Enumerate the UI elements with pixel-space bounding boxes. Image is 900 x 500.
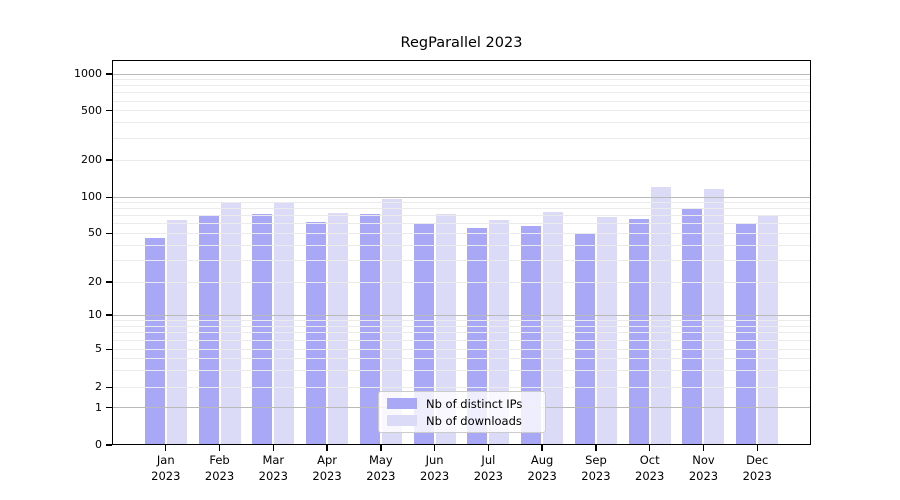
y-tick-mark-500: [106, 110, 112, 112]
legend-swatch-distinct-ips: [387, 398, 417, 409]
y-tick-label-10: 10: [88, 308, 102, 321]
x-tick-label-may: May 2023: [366, 453, 396, 483]
chart-title: RegParallel 2023: [400, 35, 523, 51]
legend-item-downloads: Nb of downloads: [387, 415, 537, 427]
legend-label-distinct-ips: Nb of distinct IPs: [426, 396, 523, 411]
y-tick-label-0: 0: [95, 438, 102, 451]
minor-gridline-800: [112, 85, 811, 87]
minor-gridline-2: [112, 386, 811, 388]
x-tick-label-jul: Jul 2023: [473, 453, 504, 483]
bar-distinct-ips-aug: [521, 225, 542, 445]
bar-distinct-ips-jun: [413, 223, 434, 445]
bar-downloads-sep: [596, 217, 617, 445]
y-tick-mark-1: [106, 407, 112, 409]
bar-distinct-ips-dec: [736, 223, 757, 445]
x-tick-mark-jan: [165, 445, 167, 451]
legend: Nb of distinct IPs Nb of downloads: [378, 391, 546, 433]
x-tick-mark-apr: [326, 445, 328, 451]
minor-gridline-20: [112, 281, 811, 283]
y-tick-mark-1000: [106, 73, 112, 75]
x-tick-label-sep: Sep 2023: [581, 453, 611, 483]
x-tick-mark-feb: [218, 445, 221, 451]
y-tick-label-50: 50: [88, 226, 102, 240]
x-tick-label-nov: Nov 2023: [688, 453, 719, 483]
bar-distinct-ips-jul: [467, 228, 488, 445]
y-tick-mark-0: [106, 444, 112, 446]
y-tick-label-5: 5: [95, 342, 102, 356]
y-tick-mark-100: [106, 196, 112, 198]
minor-gridline-3: [112, 369, 811, 371]
legend-swatch-downloads: [387, 415, 417, 426]
minor-gridline-600: [112, 100, 811, 102]
legend-label-downloads: Nb of downloads: [426, 413, 522, 428]
minor-gridline-60: [112, 223, 811, 225]
minor-gridline-900: [112, 79, 811, 81]
legend-item-distinct-ips: Nb of distinct IPs: [387, 398, 537, 410]
plot-area: [112, 60, 811, 445]
y-tick-mark-10: [106, 314, 112, 316]
minor-gridline-200: [112, 159, 811, 161]
x-tick-mark-nov: [702, 445, 705, 451]
minor-gridline-50: [112, 232, 811, 234]
x-tick-mark-mar: [272, 445, 274, 451]
major-gridline-100: [112, 196, 811, 198]
minor-gridline-7: [112, 332, 811, 334]
bar-downloads-oct: [650, 187, 671, 445]
grid-layer: [112, 60, 811, 445]
y-tick-label-500: 500: [81, 103, 102, 117]
bar-distinct-ips-jan: [144, 237, 165, 445]
minor-gridline-700: [112, 92, 811, 94]
x-tick-label-jun: Jun 2023: [419, 453, 450, 483]
y-tick-mark-5: [106, 348, 112, 350]
x-tick-mark-jul: [487, 445, 490, 451]
minor-gridline-4: [112, 358, 811, 360]
y-tick-label-1000: 1000: [74, 67, 102, 80]
x-tick-mark-dec: [756, 445, 758, 451]
minor-gridline-70: [112, 215, 811, 217]
bar-downloads-mar: [274, 203, 295, 445]
major-gridline-1000: [112, 73, 811, 75]
y-tick-mark-200: [106, 159, 112, 161]
y-tick-mark-2: [106, 386, 112, 388]
x-tick-mark-may: [380, 445, 382, 451]
minor-gridline-6: [112, 339, 811, 341]
x-tick-mark-aug: [541, 445, 543, 451]
x-tick-label-jan: Jan 2023: [151, 453, 181, 483]
minor-gridline-40: [112, 244, 811, 246]
x-tick-label-mar: Mar 2023: [258, 453, 288, 483]
x-tick-label-apr: Apr 2023: [312, 453, 342, 483]
minor-gridline-400: [112, 122, 811, 124]
bar-downloads-nov: [704, 189, 725, 445]
x-tick-mark-oct: [648, 445, 651, 451]
y-tick-label-20: 20: [88, 275, 102, 288]
minor-gridline-5: [112, 348, 811, 350]
y-tick-mark-50: [106, 232, 112, 234]
minor-gridline-30: [112, 259, 811, 261]
y-tick-label-100: 100: [81, 190, 102, 204]
bar-distinct-ips-oct: [628, 218, 649, 445]
bar-downloads-feb: [220, 203, 241, 445]
major-gridline-10: [112, 314, 811, 316]
minor-gridline-8: [112, 325, 811, 327]
bar-distinct-ips-apr: [306, 222, 327, 445]
x-tick-label-dec: Dec 2023: [742, 453, 772, 483]
bars-layer: [112, 60, 811, 445]
y-tick-label-1: 1: [95, 400, 102, 414]
x-tick-mark-jun: [433, 445, 436, 451]
y-tick-mark-20: [106, 281, 112, 283]
x-tick-label-oct: Oct 2023: [635, 453, 665, 483]
bar-distinct-ips-sep: [574, 233, 595, 445]
minor-gridline-80: [112, 208, 811, 210]
minor-gridline-300: [112, 137, 811, 139]
y-tick-label-200: 200: [81, 153, 102, 166]
minor-gridline-90: [112, 202, 811, 204]
minor-gridline-9: [112, 319, 811, 321]
bar-distinct-ips-nov: [682, 208, 703, 445]
minor-gridline-500: [112, 110, 811, 112]
x-tick-label-feb: Feb 2023: [204, 453, 235, 483]
x-tick-mark-sep: [595, 445, 597, 451]
x-tick-label-aug: Aug 2023: [527, 453, 557, 483]
y-tick-label-2: 2: [95, 380, 102, 394]
